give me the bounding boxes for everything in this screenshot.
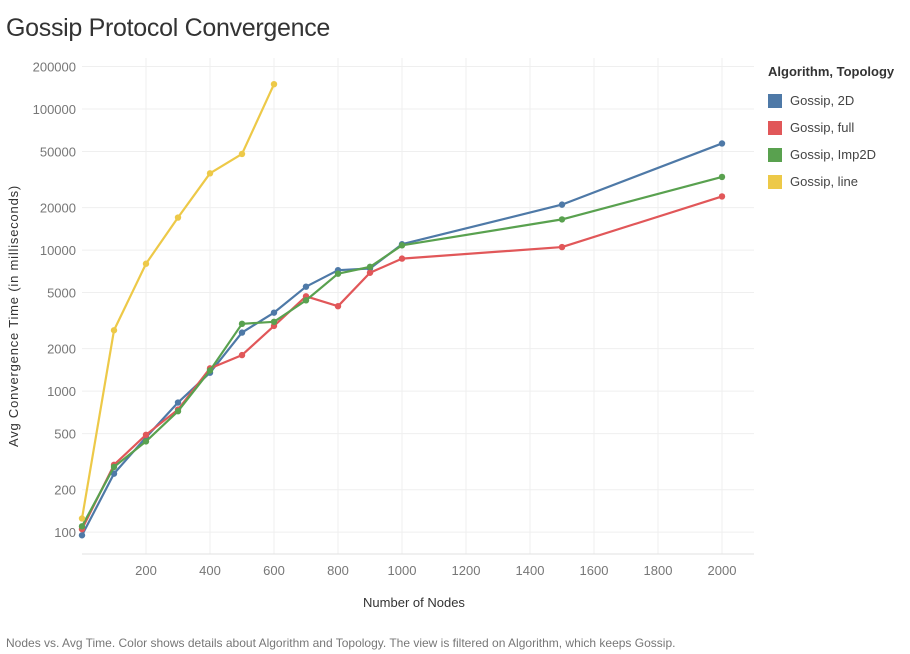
data-point: [110, 327, 118, 334]
legend-item-gossip-full[interactable]: Gossip, full: [768, 114, 894, 141]
data-point: [174, 408, 182, 415]
data-point: [110, 463, 118, 471]
data-point: [206, 367, 214, 374]
y-tick-label: 5000: [47, 286, 76, 301]
data-point: [238, 320, 246, 328]
y-tick-label: 500: [54, 427, 76, 442]
y-tick-label: 50000: [40, 144, 76, 159]
legend-title: Algorithm, Topology: [768, 64, 895, 79]
legend-label: Gossip, full: [790, 120, 855, 135]
data-point: [142, 431, 150, 439]
data-point: [718, 140, 726, 147]
y-axis-title: Avg Convergence Time (in milliseconds): [6, 185, 21, 447]
data-point: [270, 318, 278, 326]
data-point: [142, 438, 150, 445]
data-point: [334, 270, 342, 277]
legend-swatch: [768, 174, 782, 189]
data-point: [558, 201, 566, 208]
data-point: [238, 150, 246, 158]
series-line-4: [80, 83, 276, 520]
data-point: [718, 193, 726, 200]
y-tick-label: 100000: [33, 102, 76, 117]
legend-item-gossip-line[interactable]: Gossip, line: [768, 168, 894, 195]
legend-swatch: [768, 147, 782, 162]
data-point: [238, 329, 246, 336]
y-tick-label: 2000: [47, 342, 76, 357]
legend-label: Gossip, Imp2D: [790, 147, 876, 162]
legend: Algorithm, Topology Gossip, 2D Gossip, f…: [768, 64, 894, 195]
data-point: [302, 297, 310, 304]
data-point: [366, 269, 374, 276]
x-tick-label: 2000: [708, 563, 737, 578]
y-tick-label: 100: [54, 525, 76, 540]
data-point: [78, 523, 86, 530]
y-tick-label: 10000: [40, 243, 76, 258]
data-point: [270, 309, 278, 316]
x-tick-label: 1400: [516, 563, 545, 578]
data-point: [174, 214, 182, 221]
x-tick-label: 600: [263, 563, 285, 578]
y-tick-label: 200000: [33, 60, 76, 75]
data-point: [398, 242, 406, 249]
y-tick-label: 200: [54, 483, 76, 498]
data-point: [366, 263, 374, 271]
legend-item-gossip-2d[interactable]: Gossip, 2D: [768, 87, 894, 114]
data-point: [302, 283, 310, 290]
x-axis-title: Number of Nodes: [363, 595, 465, 610]
x-tick-label: 400: [199, 563, 221, 578]
y-tick-label: 1000: [47, 384, 76, 399]
x-tick-label: 800: [327, 563, 349, 578]
data-point: [270, 80, 278, 88]
data-point: [174, 399, 182, 406]
legend-label: Gossip, line: [790, 174, 858, 189]
legend-item-gossip-imp2d[interactable]: Gossip, Imp2D: [768, 141, 894, 168]
chart-caption: Nodes vs. Avg Time. Color shows details …: [6, 636, 676, 650]
data-point: [558, 243, 566, 251]
data-point: [238, 351, 246, 359]
legend-swatch: [768, 93, 782, 108]
x-tick-label: 1200: [452, 563, 481, 578]
data-point: [142, 260, 150, 267]
data-point: [334, 302, 342, 310]
x-tick-label: 1800: [644, 563, 673, 578]
data-point: [78, 532, 86, 539]
data-point: [398, 255, 406, 262]
data-point: [206, 170, 214, 177]
x-tick-label: 1000: [388, 563, 417, 578]
legend-swatch: [768, 120, 782, 135]
chart-title: Gossip Protocol Convergence: [6, 14, 331, 42]
x-tick-label: 1600: [580, 563, 609, 578]
legend-label: Gossip, 2D: [790, 93, 855, 108]
data-point: [558, 216, 566, 223]
y-tick-label: 20000: [40, 201, 76, 216]
data-point: [78, 515, 86, 522]
x-tick-label: 200: [135, 563, 157, 578]
data-point: [718, 173, 726, 181]
